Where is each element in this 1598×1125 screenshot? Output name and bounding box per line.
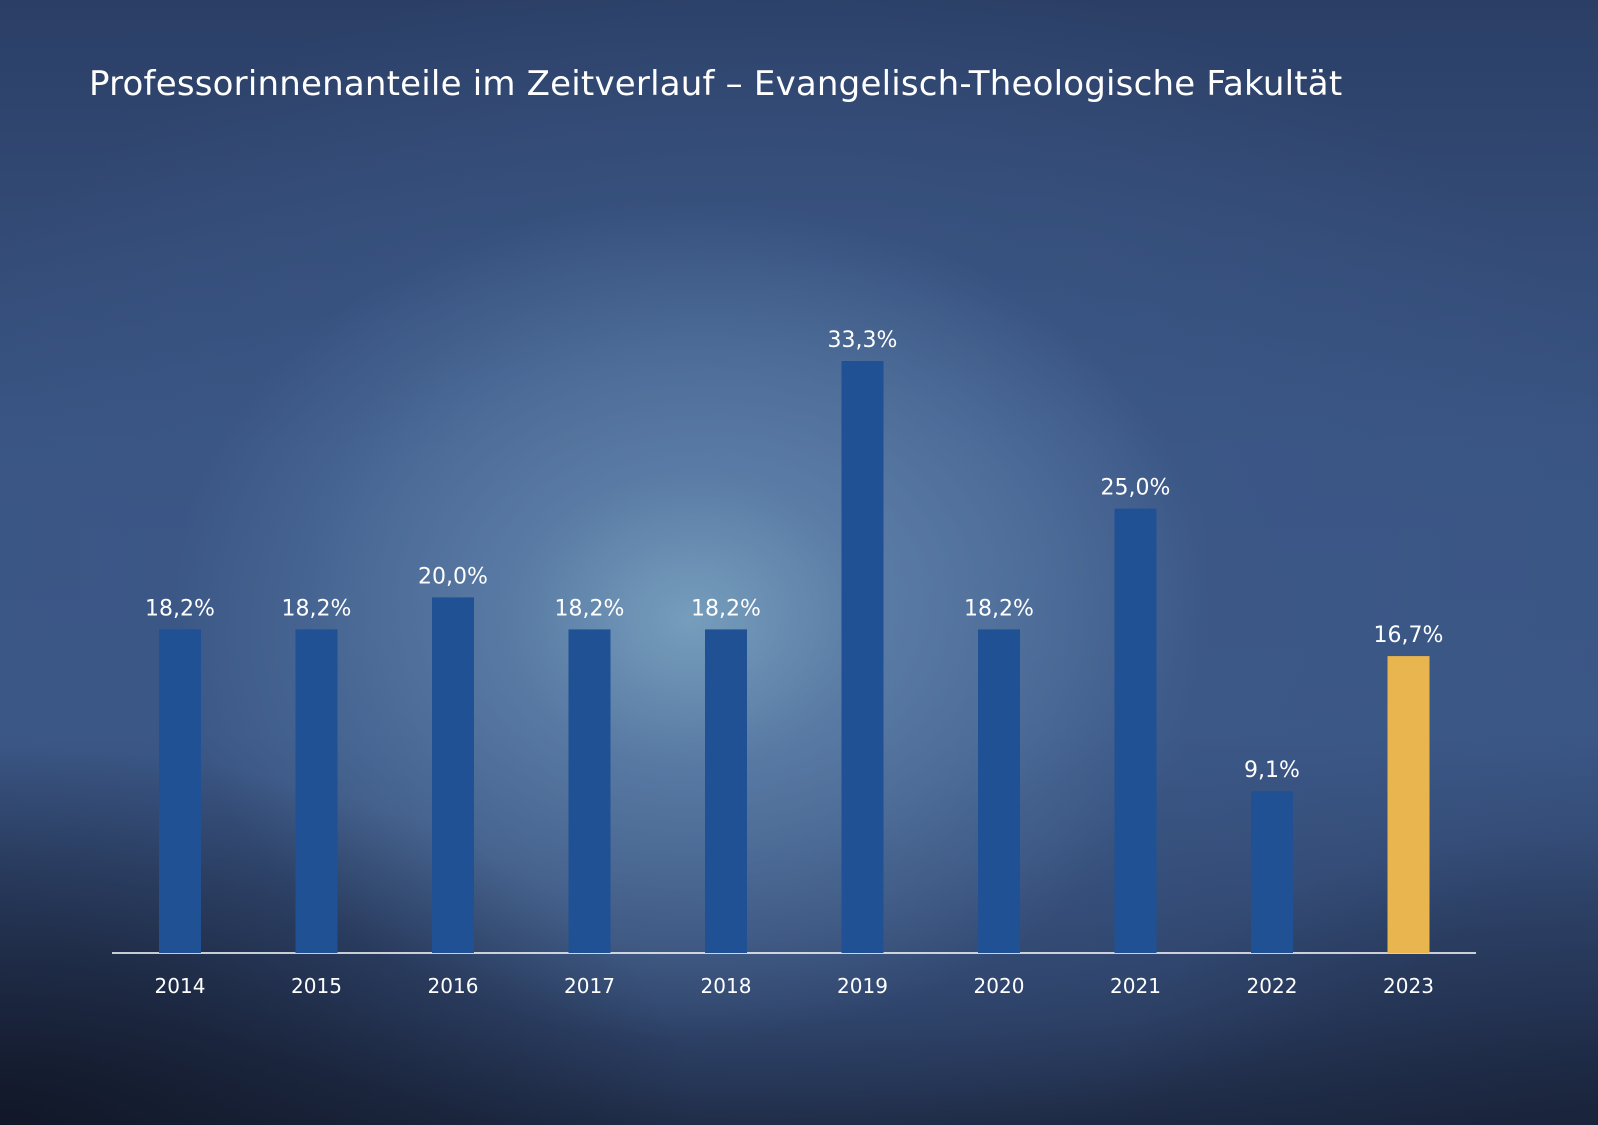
x-tick-label-2015: 2015 — [291, 974, 342, 998]
x-tick-label-2022: 2022 — [1247, 974, 1298, 998]
value-label-2016: 20,0% — [418, 564, 488, 589]
x-tick-label-2017: 2017 — [564, 974, 615, 998]
value-label-2018: 18,2% — [691, 596, 761, 621]
bar-2023 — [1387, 656, 1430, 953]
x-tick-label-2016: 2016 — [428, 974, 479, 998]
chart-title: Professorinnenanteile im Zeitverlauf – E… — [89, 64, 1343, 104]
x-tick-label-2018: 2018 — [701, 974, 752, 998]
x-tick-label-2023: 2023 — [1383, 974, 1434, 998]
value-label-2014: 18,2% — [145, 596, 215, 621]
bar-2015 — [295, 629, 338, 953]
bar-2019 — [841, 361, 884, 953]
bar-2020 — [978, 629, 1020, 953]
bar-2021 — [1114, 508, 1157, 953]
x-tick-label-2020: 2020 — [974, 974, 1025, 998]
value-label-2023: 16,7% — [1374, 623, 1444, 648]
bar-2014 — [159, 629, 201, 953]
value-label-2021: 25,0% — [1101, 476, 1171, 501]
value-label-2022: 9,1% — [1244, 758, 1300, 783]
bar-2017 — [568, 629, 611, 953]
bar-2022 — [1251, 791, 1293, 953]
value-label-2019: 33,3% — [828, 328, 898, 353]
value-label-2015: 18,2% — [282, 596, 352, 621]
x-tick-label-2014: 2014 — [155, 974, 206, 998]
value-label-2017: 18,2% — [555, 596, 625, 621]
bar-2018 — [705, 629, 747, 953]
x-tick-label-2019: 2019 — [837, 974, 888, 998]
bar-2016 — [432, 597, 474, 953]
value-label-2020: 18,2% — [964, 596, 1034, 621]
x-tick-label-2021: 2021 — [1110, 974, 1161, 998]
